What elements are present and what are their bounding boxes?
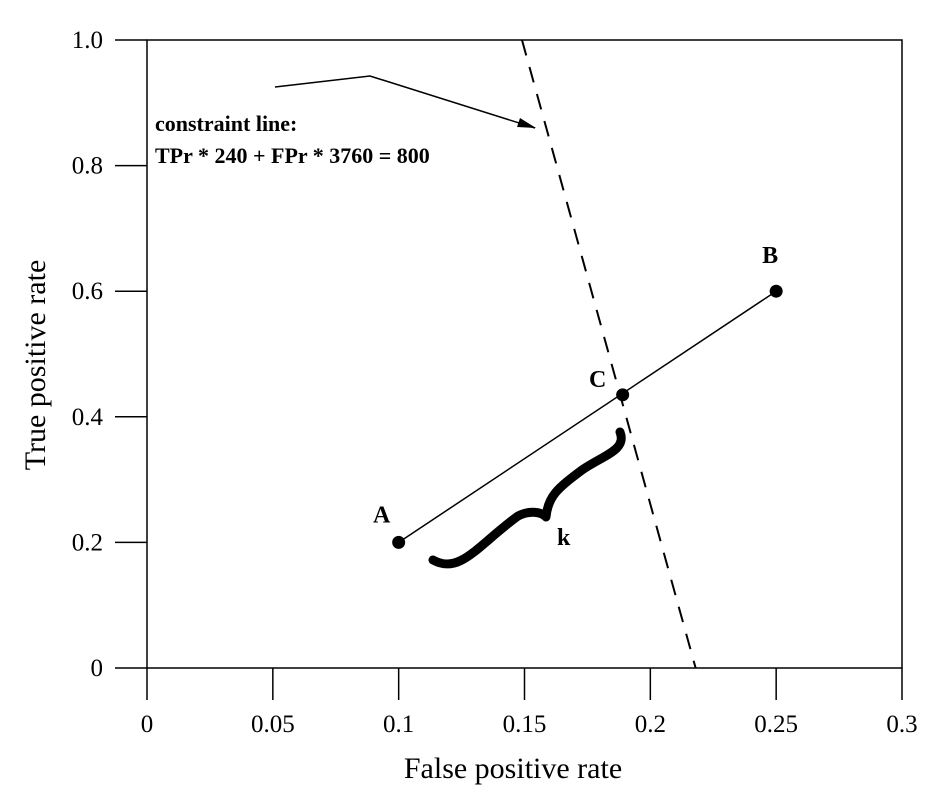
points-layer: A B C	[373, 243, 783, 549]
x-tick-label: 0.25	[754, 711, 798, 738]
y-axis-ticks: 0 0.2 0.4 0.6 0.8 1.0	[72, 27, 147, 682]
x-tick-label: 0.15	[503, 711, 547, 738]
point-label-a: A	[373, 502, 391, 528]
y-tick-label: 0	[91, 655, 104, 682]
y-tick-label: 0.6	[72, 278, 103, 305]
annotation-arrowhead	[517, 118, 536, 128]
x-tick-label: 0.3	[886, 711, 917, 738]
x-axis-title: False positive rate	[404, 752, 622, 785]
y-axis-title: True positive rate	[19, 260, 52, 471]
y-tick-label: 0.8	[72, 153, 103, 180]
constraint-line	[521, 39, 697, 669]
y-tick-label: 1.0	[72, 27, 103, 54]
y-tick-label: 0.4	[72, 404, 104, 431]
point-label-c: C	[589, 367, 606, 393]
constraint-title: constraint line:	[155, 111, 297, 136]
point-b	[769, 284, 783, 298]
y-tick-label: 0.2	[72, 529, 103, 556]
constraint-equation: TPr * 240 + FPr * 3760 = 800	[155, 143, 430, 168]
point-c	[616, 388, 630, 402]
x-tick-label: 0.2	[635, 711, 666, 738]
x-tick-label: 0	[141, 711, 154, 738]
segment-a-b	[398, 290, 777, 544]
series-layer	[398, 39, 777, 669]
annotation-arrow	[274, 75, 536, 129]
x-tick-label: 0.05	[251, 711, 295, 738]
x-tick-label: 0.1	[383, 711, 414, 738]
point-label-b: B	[762, 243, 778, 269]
brace-k	[428, 427, 626, 569]
point-a	[392, 535, 406, 549]
brace-label-k: k	[557, 525, 571, 551]
x-axis-ticks: 0 0.05 0.1 0.15 0.2 0.25 0.3	[141, 668, 918, 738]
